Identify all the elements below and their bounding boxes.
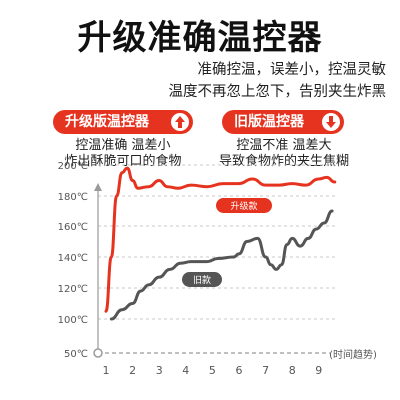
x-tick-label: 4 (182, 364, 189, 377)
x-tick-label: 7 (262, 364, 269, 377)
y-tick-label: 160℃ (58, 222, 88, 233)
old-model-tag (182, 272, 222, 287)
old-model-tag-label: 旧款 (193, 274, 211, 286)
y-tick-label: 50℃ (64, 349, 88, 360)
y-tick-label: 120℃ (58, 284, 88, 295)
old-desc-line-1: 控温不准 温差大 (236, 138, 332, 153)
old-thermostat-label: 旧版温控器 (234, 114, 304, 130)
x-tick-label: 6 (236, 364, 243, 377)
subtitle-line-2: 温度不再忽上忽下，告别夹生炸黑 (168, 84, 387, 100)
y-axis-arrow (94, 183, 102, 191)
new-model-series-line (104, 166, 337, 313)
axis-origin-marker (93, 348, 103, 358)
old-thermostat-badge: 旧版温控器 (222, 110, 344, 134)
subtitle-line-1: 准确控温，误差小，控温灵敏 (197, 62, 387, 78)
x-axis-label: (时间趋势) (329, 348, 377, 361)
x-tick-label: 3 (156, 364, 163, 377)
x-tick-label: 5 (209, 364, 216, 377)
down-arrow-icon (322, 113, 340, 131)
x-tick-label: 2 (129, 364, 136, 377)
y-tick-label: 180℃ (58, 192, 88, 203)
x-tick-label: 8 (289, 364, 296, 377)
x-tick-label: 9 (315, 364, 322, 377)
y-tick-label: 100℃ (58, 315, 88, 326)
page-title: 升级准确温控器 (77, 18, 323, 58)
new-thermostat-badge: 升级版温控器 (53, 110, 193, 134)
new-model-tag-label: 升级款 (230, 200, 257, 212)
old-model-series-line (109, 209, 334, 321)
y-tick-label: 200℃ (58, 161, 88, 172)
new-thermostat-label: 升级版温控器 (65, 114, 149, 130)
y-tick-label: 140℃ (58, 253, 88, 264)
x-tick-label: 1 (103, 364, 110, 377)
new-model-tag (216, 198, 272, 213)
new-desc-line-1: 控温准确 温差小 (75, 138, 171, 153)
up-arrow-icon (171, 113, 189, 131)
